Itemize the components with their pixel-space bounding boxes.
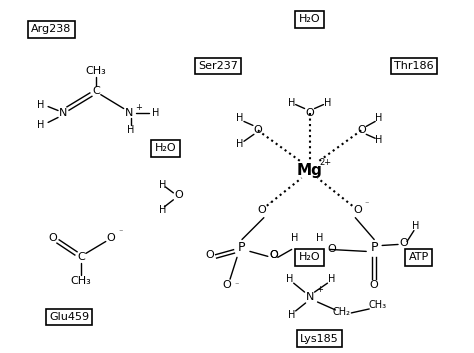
Text: O: O <box>106 233 115 243</box>
Text: H: H <box>375 135 383 145</box>
Text: Arg238: Arg238 <box>31 24 71 34</box>
Text: H: H <box>412 221 419 231</box>
Text: N: N <box>305 292 314 302</box>
Text: H: H <box>288 310 295 320</box>
Text: O: O <box>269 250 278 261</box>
Text: H: H <box>159 180 166 190</box>
Text: CH₃: CH₃ <box>71 276 91 286</box>
Text: H: H <box>237 113 244 124</box>
Text: H: H <box>291 233 298 243</box>
Text: CH₂: CH₂ <box>332 307 350 317</box>
Text: Lys185: Lys185 <box>300 334 339 344</box>
Text: N: N <box>125 108 133 118</box>
Text: ⁻: ⁻ <box>364 199 368 208</box>
Text: O: O <box>174 190 182 200</box>
Text: 2+: 2+ <box>319 157 331 167</box>
Text: O: O <box>353 205 362 215</box>
Text: H₂O: H₂O <box>299 252 320 262</box>
Text: H₂O: H₂O <box>299 14 320 24</box>
Text: ATP: ATP <box>409 252 429 262</box>
Text: +: + <box>135 103 142 112</box>
Text: N: N <box>59 108 67 118</box>
Text: ⁻: ⁻ <box>235 281 239 290</box>
Text: H: H <box>127 125 134 135</box>
Text: O: O <box>327 244 336 255</box>
Text: H: H <box>324 97 331 108</box>
Text: H: H <box>152 108 159 118</box>
Text: H: H <box>237 139 244 149</box>
Text: H: H <box>288 97 295 108</box>
Text: H: H <box>316 233 323 243</box>
Text: H: H <box>375 113 383 124</box>
Text: O: O <box>206 250 215 261</box>
Text: CH₃: CH₃ <box>85 66 106 76</box>
Text: Mg: Mg <box>297 162 322 178</box>
Text: P: P <box>238 241 246 254</box>
Text: H₂O: H₂O <box>155 143 176 153</box>
Text: H: H <box>37 120 45 130</box>
Text: H: H <box>328 274 335 284</box>
Text: C: C <box>77 252 85 262</box>
Text: Glu459: Glu459 <box>49 312 89 322</box>
Text: O: O <box>305 108 314 118</box>
Text: O: O <box>269 250 278 261</box>
Text: O: O <box>223 280 231 290</box>
Text: CH₃: CH₃ <box>368 300 386 310</box>
Text: H: H <box>37 100 45 109</box>
Text: O: O <box>400 239 409 249</box>
Text: O: O <box>49 233 57 243</box>
Text: P: P <box>371 241 378 254</box>
Text: C: C <box>92 86 100 96</box>
Text: Ser237: Ser237 <box>198 61 238 71</box>
Text: O: O <box>370 280 379 290</box>
Text: Thr186: Thr186 <box>394 61 434 71</box>
Text: O: O <box>357 125 365 135</box>
Text: +: + <box>316 285 323 294</box>
Text: O: O <box>257 205 266 215</box>
Text: O: O <box>254 125 262 135</box>
Text: H: H <box>286 274 293 284</box>
Text: ⁻: ⁻ <box>269 199 273 208</box>
Text: ⁻: ⁻ <box>118 227 123 236</box>
Text: H: H <box>159 205 166 215</box>
